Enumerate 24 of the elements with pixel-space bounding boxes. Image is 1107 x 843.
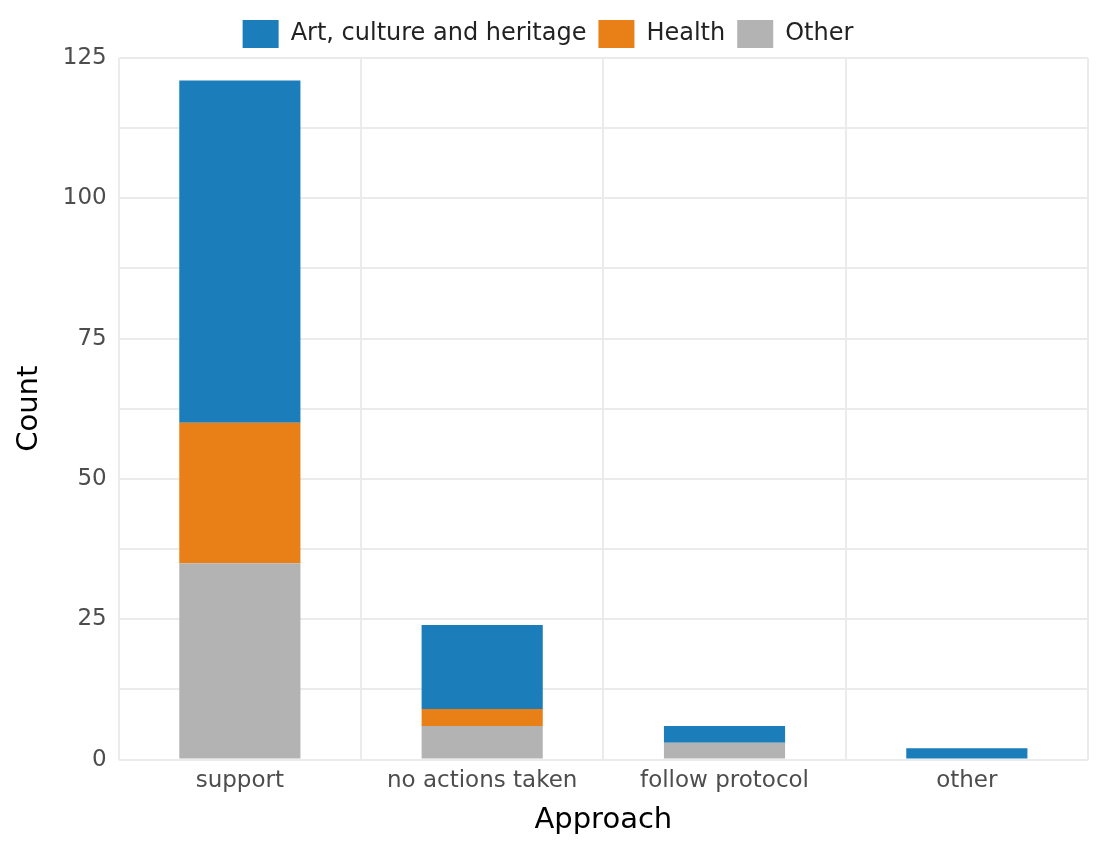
- y-tick-label: 75: [77, 323, 107, 350]
- y-axis-title: Count: [9, 365, 44, 452]
- bar: [421, 709, 543, 726]
- y-tick-label: 100: [62, 183, 107, 210]
- x-tick-label: no actions taken: [386, 766, 578, 793]
- legend-label: Other: [785, 18, 854, 47]
- bar: [179, 422, 301, 564]
- y-tick-label: 25: [77, 604, 107, 631]
- y-tick-label: 0: [92, 744, 107, 771]
- bar: [663, 742, 786, 759]
- x-axis-title: Approach: [534, 801, 673, 836]
- bar: [179, 80, 301, 423]
- x-tick-label: other: [936, 766, 999, 793]
- bar: [421, 725, 543, 759]
- x-tick-label: follow protocol: [640, 766, 809, 793]
- legend-label: Art, culture and heritage: [290, 18, 587, 47]
- legend-label: Health: [646, 18, 726, 47]
- y-tick-label: 125: [62, 42, 107, 69]
- x-tick-label: support: [195, 766, 285, 793]
- bar: [906, 748, 1028, 759]
- bar: [421, 624, 543, 710]
- y-tick-label: 50: [77, 463, 107, 490]
- bar: [663, 725, 786, 743]
- bar: [179, 563, 301, 759]
